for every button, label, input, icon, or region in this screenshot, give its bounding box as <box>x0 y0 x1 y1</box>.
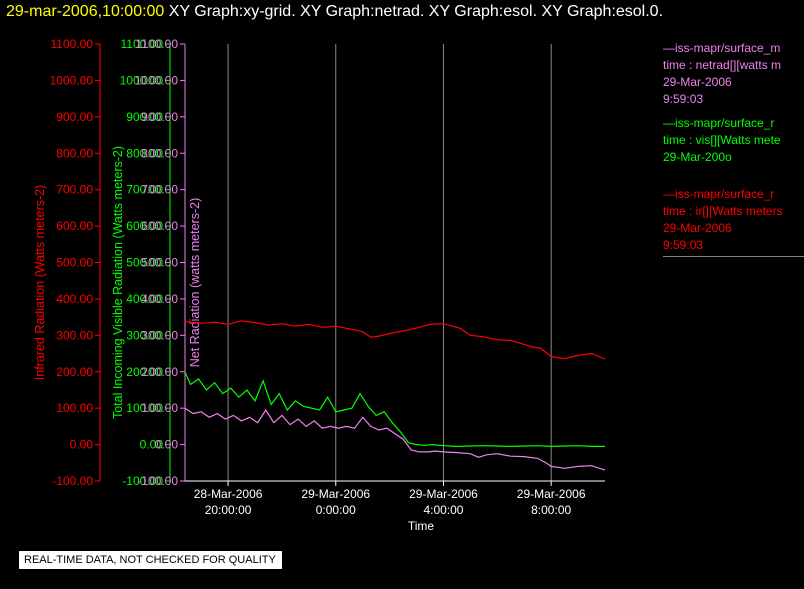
y-tick-label-1-8: 300.00 <box>126 328 163 342</box>
legend-line: 9:59:03 <box>663 92 704 106</box>
legend-line: —iss-mapr/surface_m <box>663 41 781 55</box>
series-line-2 <box>184 407 606 471</box>
legend-line: 29-Mar-200o <box>663 150 732 164</box>
y-tick-label-1-4: 700.00 <box>126 183 163 197</box>
y-tick-label-1-10: 100.00 <box>126 401 163 415</box>
y-axis-label-0: Infrared Radiation (Watts meters-2) <box>33 185 47 380</box>
y-tick-label-1-1: 1000.00 <box>120 73 164 87</box>
y-tick-label-0-4: 700.00 <box>56 183 93 197</box>
header-bar: 29-mar-2006,10:00:00 XY Graph:xy-grid. X… <box>6 3 663 21</box>
y-tick-label-0-11: 0.00 <box>70 438 94 452</box>
x-tick-label-time-2: 4:00:00 <box>423 503 463 517</box>
x-tick-label-date-0: 28-Mar-2006 <box>194 487 263 501</box>
x-tick-label-date-2: 29-Mar-2006 <box>409 487 478 501</box>
y-tick-label-2-0: 1100.00 <box>136 37 179 51</box>
y-axis-label-2: Net Radiation (watts meters-2) <box>188 198 202 368</box>
y-tick-label-0-10: 100.00 <box>56 401 93 415</box>
y-tick-label-0-6: 500.00 <box>56 256 93 270</box>
y-tick-label-1-5: 600.00 <box>126 219 163 233</box>
y-tick-label-1-11: 0.00 <box>140 438 164 452</box>
graph-title-3: XY Graph:esol. <box>428 3 538 20</box>
y-tick-label-0-0: 1100.00 <box>51 37 94 51</box>
y-tick-label-2-10: 100.00 <box>141 401 178 415</box>
legend-line: time : vis[][Watts mete <box>663 133 781 147</box>
x-axis-label: Time <box>408 519 435 533</box>
y-tick-label-0-1: 1000.00 <box>50 73 94 87</box>
graph-title-2: XY Graph:netrad. <box>300 3 425 20</box>
y-tick-label-1-2: 900.00 <box>126 110 163 124</box>
y-tick-label-1-3: 800.00 <box>126 146 163 160</box>
legend-line: —iss-mapr/surface_r <box>663 187 775 201</box>
legend-line: —iss-mapr/surface_r <box>663 116 775 130</box>
y-tick-label-0-12: -100.00 <box>52 474 93 488</box>
x-tick-label-date-1: 29-Mar-2006 <box>301 487 370 501</box>
y-tick-label-2-1: 1000.00 <box>135 73 179 87</box>
legend-line: time : netrad[][watts m <box>663 58 782 72</box>
legend-line: 29-Mar-2006 <box>663 221 732 235</box>
quality-disclaimer: REAL-TIME DATA, NOT CHECKED FOR QUALITY <box>19 551 282 569</box>
series-line-0 <box>184 320 606 360</box>
y-tick-label-2-3: 800.00 <box>141 146 178 160</box>
y-tick-label-0-8: 300.00 <box>56 328 93 342</box>
y-tick-label-0-3: 800.00 <box>56 146 93 160</box>
y-tick-label-2-6: 500.00 <box>141 256 178 270</box>
y-tick-label-0-2: 900.00 <box>56 110 93 124</box>
y-tick-label-0-5: 600.00 <box>56 219 93 233</box>
y-tick-label-2-12: -100.00 <box>137 474 178 488</box>
y-tick-label-0-9: 200.00 <box>56 365 93 379</box>
x-tick-label-time-0: 20:00:00 <box>205 503 252 517</box>
legend-line: time : ir[][Watts meters <box>663 204 783 218</box>
y-tick-label-0-7: 400.00 <box>56 292 93 306</box>
legend-line: 9:59:03 <box>663 238 704 252</box>
graph-title-1: XY Graph:xy-grid. <box>168 3 296 20</box>
y-tick-label-1-0: 1100.00 <box>121 37 164 51</box>
series-line-1 <box>184 371 605 448</box>
y-tick-label-2-8: 300.00 <box>141 328 178 342</box>
legend-line: 29-Mar-2006 <box>663 75 732 89</box>
y-tick-label-1-9: 200.00 <box>126 365 163 379</box>
graph-title-4: XY Graph:esol.0. <box>541 3 664 20</box>
x-tick-label-time-3: 8:00:00 <box>531 503 571 517</box>
y-tick-label-2-2: 900.00 <box>141 110 178 124</box>
y-tick-label-2-7: 400.00 <box>141 292 178 306</box>
y-tick-label-2-11: 0.00 <box>155 438 179 452</box>
y-tick-label-2-9: 200.00 <box>141 365 178 379</box>
y-tick-label-2-5: 600.00 <box>141 219 178 233</box>
y-tick-label-2-4: 700.00 <box>141 183 178 197</box>
header-timestamp: 29-mar-2006,10:00:00 <box>6 3 165 20</box>
y-tick-label-1-6: 500.00 <box>126 256 163 270</box>
legend-separator <box>663 256 804 257</box>
x-tick-label-time-1: 0:00:00 <box>316 503 356 517</box>
y-tick-label-1-7: 400.00 <box>126 292 163 306</box>
y-tick-label-1-12: -100.00 <box>122 474 163 488</box>
x-tick-label-date-3: 29-Mar-2006 <box>517 487 586 501</box>
y-axis-label-1: Total Incoming Visible Radiation (Watts … <box>111 146 125 419</box>
